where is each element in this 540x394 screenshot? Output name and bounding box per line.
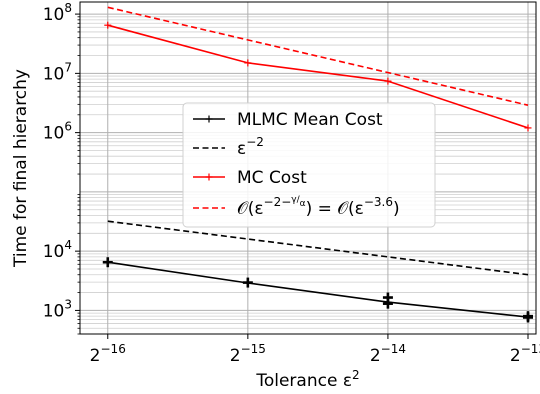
plus-marker <box>382 292 393 303</box>
y-tick-label: 106 <box>43 120 72 144</box>
legend-label-3: 𝒪(ε−2−γ/α) = 𝒪(ε−3.6) <box>237 195 400 219</box>
legend-box <box>182 102 436 228</box>
plus-marker <box>104 21 112 29</box>
plot-frame <box>79 1 537 335</box>
series-line-2 <box>107 24 529 129</box>
plus-marker <box>522 311 533 322</box>
plus-marker <box>384 77 392 85</box>
plus-marker <box>205 173 213 181</box>
plus-marker <box>102 257 113 268</box>
tick-layer: 2−16 2−15 2−14 2−13 103 104 106 107 108 <box>43 1 540 366</box>
y-tick-label: 108 <box>43 1 72 25</box>
series-layer <box>102 6 533 323</box>
plus-marker <box>205 115 213 123</box>
x-tick-label: 2−14 <box>370 342 406 366</box>
y-axis-label: Time for final hierarchy <box>11 69 31 268</box>
x-tick-label: 2−16 <box>90 342 126 366</box>
y-tick-label: 103 <box>43 297 72 321</box>
x-tick-label: 2−13 <box>510 342 540 366</box>
y-tick-label: 104 <box>43 238 72 262</box>
plus-marker <box>244 59 252 67</box>
series-line-0 <box>107 261 529 318</box>
legend-label-1: ε−2 <box>237 135 264 159</box>
series-line-1 <box>107 220 529 276</box>
y-tick-label: 107 <box>43 60 72 84</box>
legend-label-2: MC Cost <box>237 168 307 188</box>
legend-label-0: MLMC Mean Cost <box>237 110 383 130</box>
plus-marker <box>524 124 532 132</box>
x-axis-label-exp: 2 <box>352 368 360 382</box>
legend: MLMC Mean Cost ε−2 MC Cost 𝒪(ε−2−γ/α) = 𝒪(ε… <box>182 102 436 228</box>
x-axis-label: Tolerance ε2 <box>255 368 359 391</box>
plus-marker <box>242 277 253 288</box>
x-tick-label: 2−15 <box>230 342 266 366</box>
series-line-3 <box>107 6 529 106</box>
